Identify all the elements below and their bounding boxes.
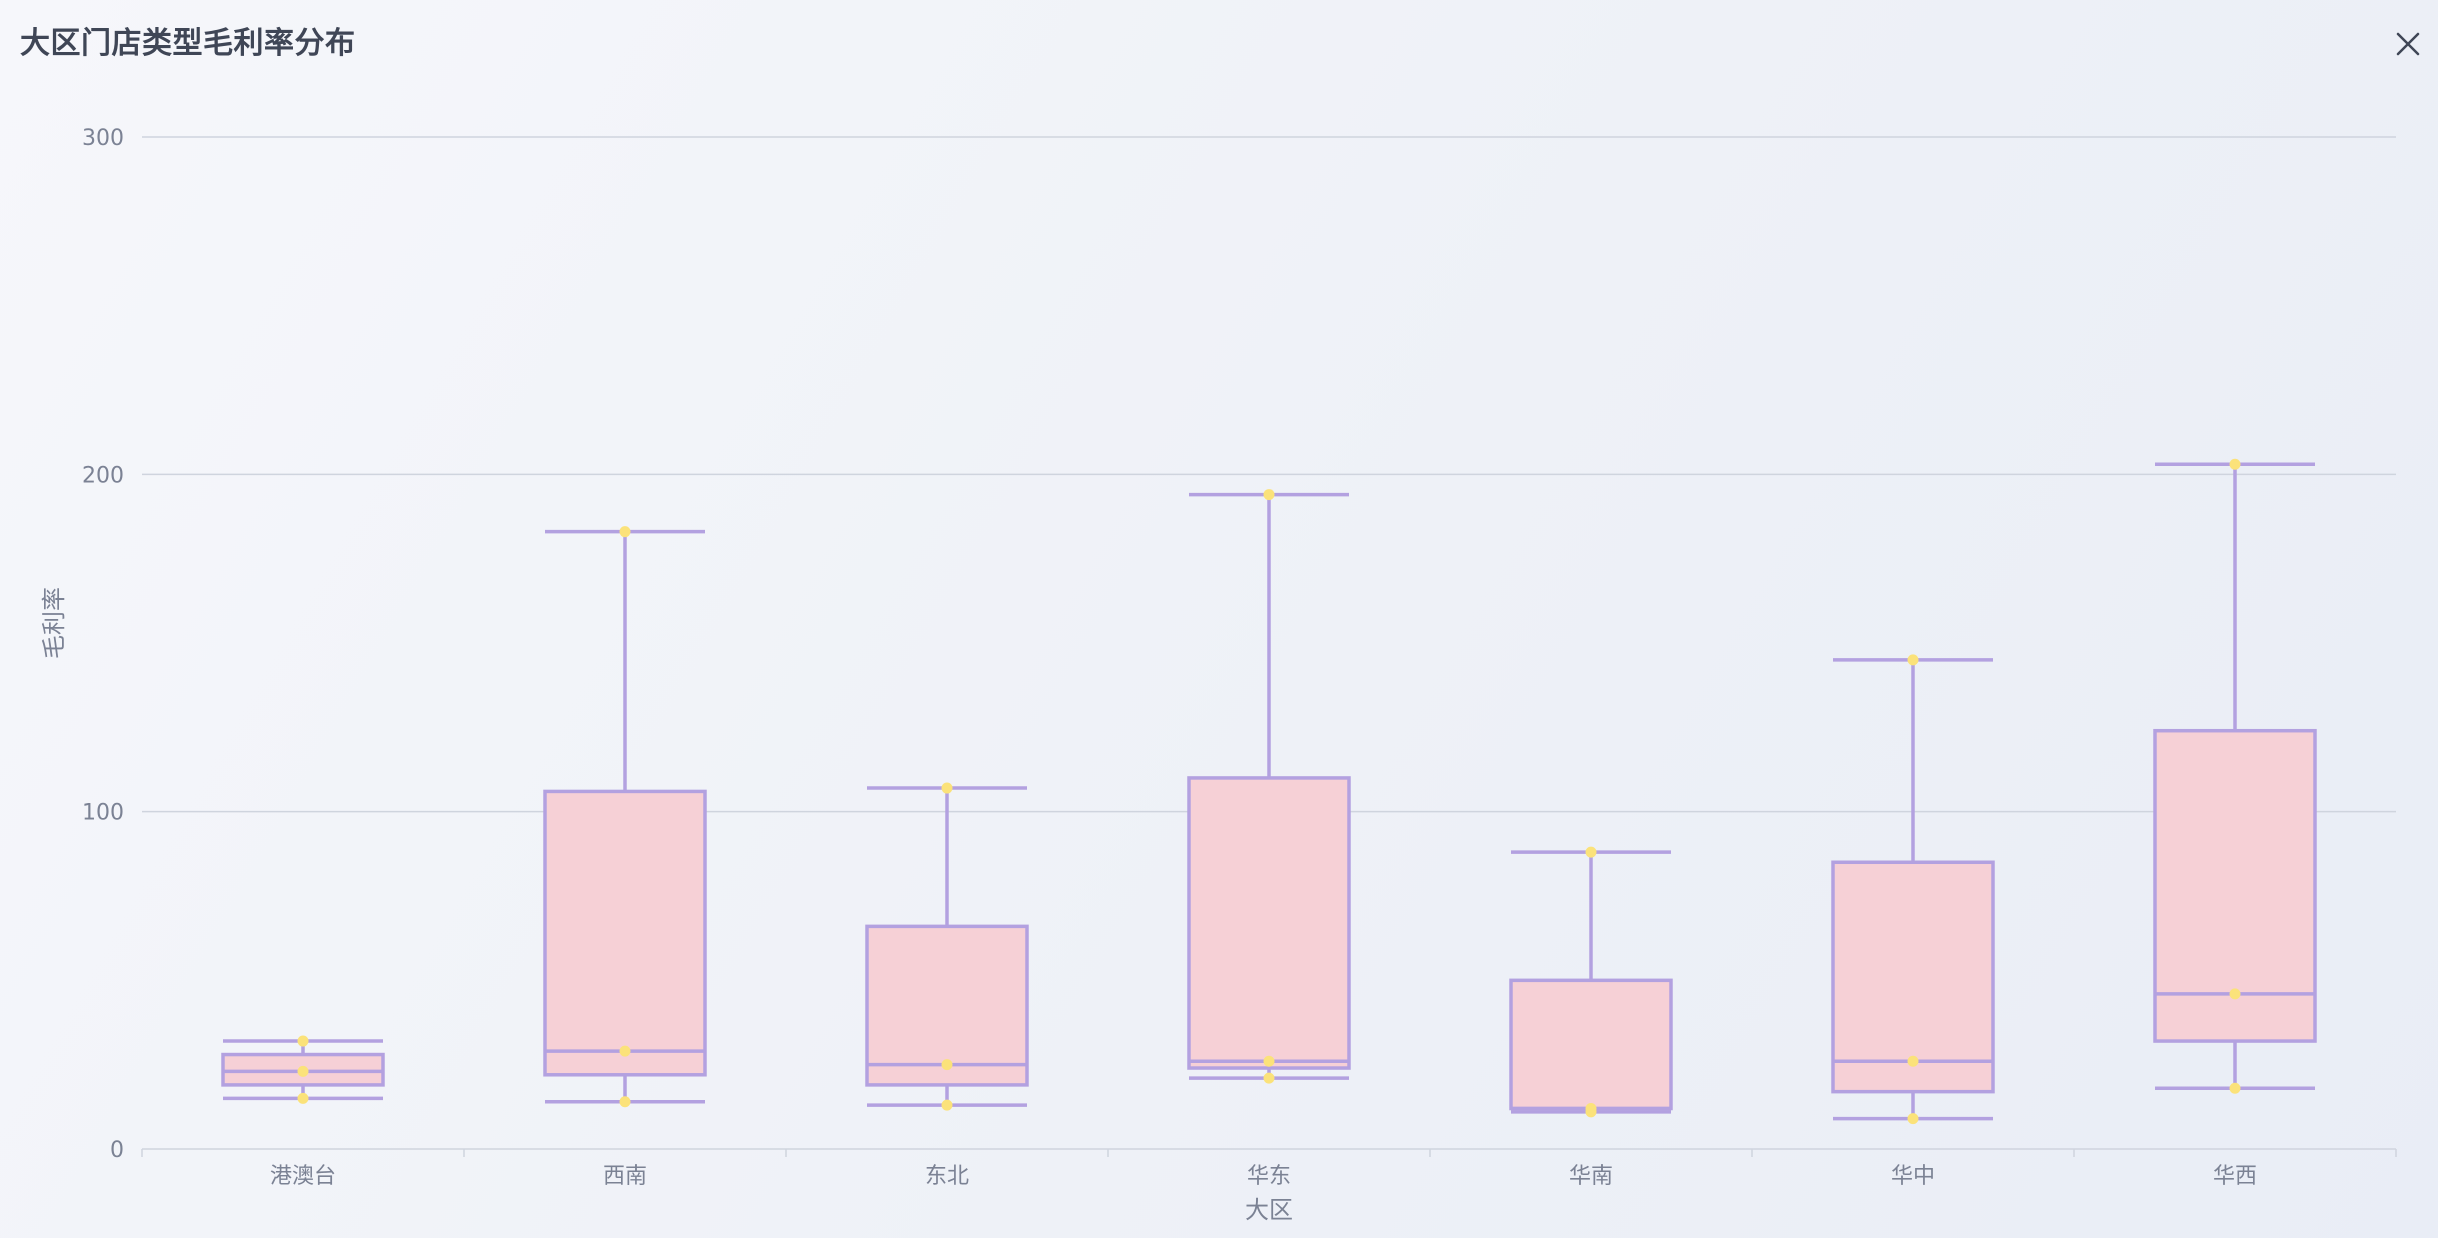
- median-point: [619, 1045, 631, 1057]
- box-东北: [865, 782, 1029, 1111]
- max-point: [1263, 489, 1275, 501]
- x-tick-label: 华西: [2213, 1164, 2257, 1189]
- median-point: [941, 1059, 953, 1071]
- x-tick-label: 西南: [603, 1164, 647, 1189]
- min-point: [1585, 1106, 1597, 1118]
- max-point: [619, 526, 631, 538]
- median-point: [2229, 988, 2241, 1000]
- close-icon: [2396, 32, 2420, 56]
- median-point: [1907, 1055, 1919, 1067]
- min-point: [297, 1092, 309, 1104]
- boxes: [221, 458, 2317, 1125]
- box-港澳台: [221, 1035, 385, 1104]
- iqr-box: [1509, 978, 1673, 1111]
- min-point: [1907, 1113, 1919, 1125]
- x-tick-label: 华南: [1569, 1164, 1613, 1189]
- iqr-box: [1831, 860, 1995, 1094]
- max-point: [297, 1035, 309, 1047]
- box-华东: [1187, 489, 1351, 1084]
- x-axis-title: 大区: [1245, 1196, 1293, 1224]
- close-button[interactable]: [2386, 22, 2430, 66]
- max-point: [1907, 654, 1919, 666]
- box-华南: [1509, 846, 1673, 1118]
- max-point: [1585, 846, 1597, 858]
- median-point: [1263, 1055, 1275, 1067]
- iqr-box: [865, 924, 1029, 1087]
- box-华西: [2153, 458, 2317, 1094]
- median-point: [297, 1065, 309, 1077]
- max-point: [941, 782, 953, 794]
- y-tick-label: 0: [110, 1138, 124, 1163]
- y-axis-title: 毛利率: [40, 587, 68, 659]
- x-tick-label: 港澳台: [270, 1164, 336, 1189]
- box-西南: [543, 526, 707, 1108]
- min-point: [2229, 1082, 2241, 1094]
- dialog-title: 大区门店类型毛利率分布: [20, 26, 356, 61]
- iqr-box: [1187, 776, 1351, 1070]
- x-tick-label: 华中: [1891, 1164, 1935, 1189]
- x-tick-label: 东北: [925, 1164, 969, 1189]
- min-point: [619, 1096, 631, 1108]
- max-point: [2229, 458, 2241, 470]
- x-tick-label: 华东: [1247, 1164, 1291, 1189]
- axes: 0 100 200 300 港澳台 西南 东北 华东 华南 华中 华西: [82, 126, 2397, 1189]
- iqr-box: [543, 789, 707, 1077]
- box-华中: [1831, 654, 1995, 1125]
- y-tick-label: 200: [82, 463, 124, 488]
- min-point: [941, 1099, 953, 1111]
- y-tick-label: 100: [82, 801, 124, 826]
- y-tick-label: 300: [82, 126, 124, 151]
- min-point: [1263, 1072, 1275, 1084]
